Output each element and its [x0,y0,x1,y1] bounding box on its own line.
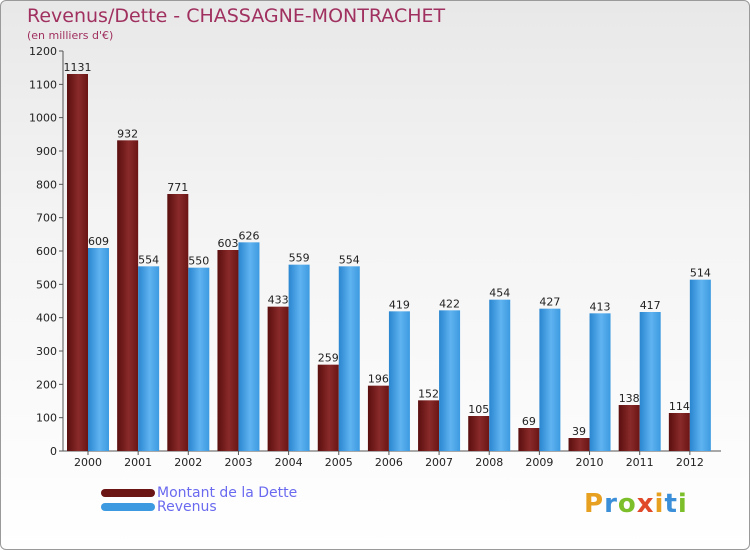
data-label-revenus: 514 [690,267,711,280]
bar-revenus [689,279,711,451]
x-tick-label: 2008 [475,456,503,469]
x-tick-label: 2001 [124,456,152,469]
data-label-revenus: 413 [590,300,611,313]
logo-letter: i [654,489,665,519]
bar-dette [668,413,690,451]
data-label-dette: 69 [522,415,536,428]
logo-letter: t [664,489,678,519]
data-label-revenus: 550 [188,255,209,268]
legend-label-revenus: Revenus [157,499,217,515]
bar-revenus [88,248,109,451]
x-tick-label: 2011 [626,456,654,469]
data-label-dette: 196 [368,373,389,386]
bar-revenus [238,242,260,451]
x-tick-label: 2005 [325,456,353,469]
bar-revenus [188,267,210,451]
logo-letter: x [636,489,655,519]
y-tick-label: 1000 [29,112,57,125]
data-label-revenus: 454 [489,287,510,300]
logo-letter: i [677,489,688,519]
x-tick-label: 2012 [676,456,704,469]
bar-revenus [539,308,561,451]
x-tick-label: 2006 [375,456,403,469]
data-label-dette: 603 [217,237,238,250]
x-tick-label: 2003 [224,456,252,469]
bar-dette [367,385,389,451]
bar-dette [217,250,239,451]
bar-dette [67,74,88,451]
bar-revenus [489,299,511,451]
data-label-dette: 114 [669,400,690,413]
data-label-dette: 771 [167,181,188,194]
bar-revenus [138,266,160,451]
y-tick-label: 900 [36,145,57,158]
y-tick-label: 1100 [29,78,57,91]
logo-letter: o [617,489,637,519]
data-label-dette: 932 [117,127,138,140]
data-label-revenus: 554 [138,253,159,266]
y-tick-label: 100 [36,412,57,425]
bar-dette [468,416,490,451]
x-tick-label: 2009 [525,456,553,469]
bar-dette [317,364,339,451]
y-tick-label: 1200 [29,45,57,58]
y-tick-label: 400 [36,312,57,325]
bar-dette [167,194,189,451]
y-tick-label: 800 [36,178,57,191]
bar-revenus [639,312,661,451]
bar-revenus [288,264,310,451]
y-tick-label: 700 [36,212,57,225]
data-label-revenus: 609 [88,235,109,248]
bar-dette [568,438,590,451]
data-label-dette: 138 [619,392,640,405]
data-label-revenus: 559 [289,252,310,265]
x-tick-label: 2004 [275,456,303,469]
y-tick-label: 0 [50,445,57,458]
data-label-revenus: 626 [238,229,259,242]
data-label-revenus: 422 [439,297,460,310]
legend-label-dette: Montant de la Dette [157,485,298,501]
data-label-dette: 1131 [64,61,92,74]
proxiti-logo: Proxiti [584,489,688,519]
x-tick-label: 2002 [174,456,202,469]
bar-revenus [439,310,461,451]
chart-title: Revenus/Dette - CHASSAGNE-MONTRACHET [27,5,446,27]
data-label-dette: 433 [268,294,289,307]
data-label-revenus: 554 [339,253,360,266]
chart-subtitle: (en milliers d'€) [27,29,114,42]
bar-revenus [388,311,410,451]
data-label-revenus: 419 [389,298,410,311]
data-label-dette: 39 [572,425,586,438]
bar-dette [518,428,540,451]
y-tick-label: 300 [36,345,57,358]
logo-letter: P [584,489,605,519]
logo-letter: r [604,489,618,519]
y-tick-label: 600 [36,245,57,258]
data-label-revenus: 427 [539,296,560,309]
data-label-dette: 105 [468,403,489,416]
y-tick-label: 200 [36,378,57,391]
x-tick-label: 2010 [576,456,604,469]
bar-revenus [589,313,611,451]
x-tick-label: 2007 [425,456,453,469]
bar-dette [117,140,139,452]
bar-dette [418,400,440,451]
data-label-dette: 259 [318,352,339,365]
y-tick-label: 500 [36,278,57,291]
data-label-dette: 152 [418,387,439,400]
legend-swatch-revenus [101,503,155,511]
bar-dette [618,405,640,451]
legend-swatch-dette [101,489,155,497]
data-label-revenus: 417 [640,299,661,312]
bar-revenus [338,266,360,451]
x-tick-label: 2000 [74,456,102,469]
bar-dette [267,306,289,451]
